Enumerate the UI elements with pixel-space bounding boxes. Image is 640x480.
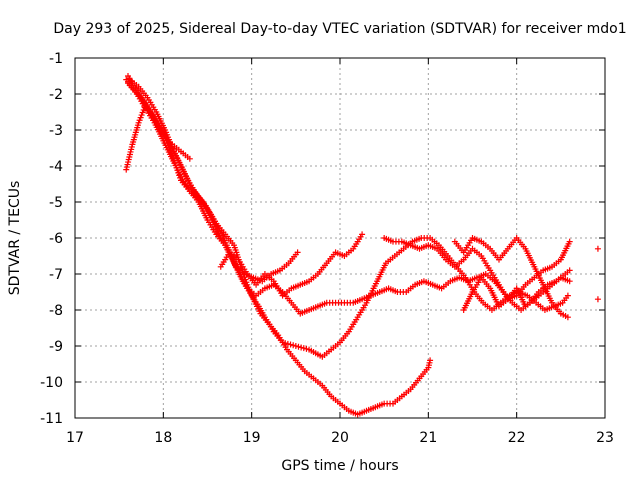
y-tick-label: -10 bbox=[40, 375, 63, 391]
chart-title: Day 293 of 2025, Sidereal Day-to-day VTE… bbox=[53, 21, 626, 37]
x-tick-label: 23 bbox=[596, 430, 614, 446]
y-tick-label: -8 bbox=[49, 303, 63, 319]
y-tick-label: -2 bbox=[49, 87, 63, 103]
data-point bbox=[566, 238, 573, 245]
y-axis-label: SDTVAR / TECUs bbox=[7, 181, 23, 296]
x-tick-label: 17 bbox=[66, 430, 84, 446]
x-tick-labels: 17 18 19 20 21 22 23 bbox=[66, 430, 614, 446]
data-points bbox=[123, 73, 601, 418]
x-tick-label: 22 bbox=[508, 430, 526, 446]
data-point bbox=[303, 345, 310, 352]
data-point bbox=[564, 292, 571, 299]
data-point bbox=[294, 249, 301, 256]
data-point bbox=[427, 357, 434, 364]
data-point bbox=[284, 340, 291, 347]
y-tick-label: -3 bbox=[49, 123, 63, 139]
y-tick-label: -11 bbox=[40, 411, 63, 427]
y-tick-label: -7 bbox=[49, 267, 63, 283]
y-tick-label: -5 bbox=[49, 195, 63, 211]
data-point bbox=[566, 267, 573, 274]
y-tick-label: -1 bbox=[49, 51, 63, 67]
data-point bbox=[290, 342, 297, 349]
y-tick-label: -4 bbox=[49, 159, 63, 175]
x-tick-label: 19 bbox=[243, 430, 261, 446]
data-point bbox=[287, 341, 294, 348]
x-axis-label: GPS time / hours bbox=[281, 458, 398, 474]
data-point bbox=[359, 231, 366, 238]
data-point bbox=[594, 296, 601, 303]
plot-frame bbox=[74, 57, 606, 419]
y-tick-label: -6 bbox=[49, 231, 63, 247]
y-tick-label: -9 bbox=[49, 339, 63, 355]
data-point bbox=[186, 155, 193, 162]
data-point bbox=[566, 278, 573, 285]
x-tick-label: 20 bbox=[331, 430, 349, 446]
y-tick-labels: -1 -2 -3 -4 -5 -6 -7 -8 -9 -10 -11 bbox=[40, 51, 63, 427]
x-tick-label: 21 bbox=[419, 430, 437, 446]
data-point bbox=[300, 345, 307, 352]
data-point bbox=[292, 343, 299, 349]
data-point bbox=[564, 314, 571, 321]
data-point bbox=[298, 344, 305, 351]
data-point bbox=[295, 343, 302, 350]
data-point bbox=[594, 245, 601, 252]
x-tick-label: 18 bbox=[154, 430, 172, 446]
